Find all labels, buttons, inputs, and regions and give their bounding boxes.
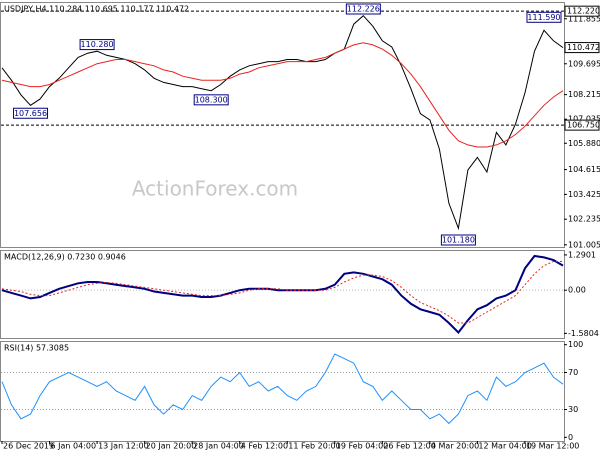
y-tick-label: -1.5804: [568, 329, 599, 338]
annotation-label: 101.180: [442, 236, 475, 245]
annotation-box: [13, 107, 49, 119]
annotation-box: [79, 39, 115, 51]
panel-frame: [0, 250, 565, 339]
x-tick-label: 20 Jan 20:00: [146, 442, 197, 450]
level-box: [564, 5, 600, 17]
y-tick-label: 105.880: [568, 139, 600, 148]
x-tick-label: 4 Feb 12:00: [241, 442, 288, 450]
y-tick-label: 107.035: [568, 115, 600, 124]
x-tick-label: 26 Dec 2019: [3, 442, 54, 450]
y-tick-label: 100: [568, 340, 583, 349]
x-tick-label: 6 Jan 04:00: [51, 442, 97, 450]
annotation-label: 111.590: [527, 13, 560, 22]
last-price-label: 110.472: [567, 43, 600, 52]
x-tick-label: 19 Mar 12:00: [526, 442, 579, 450]
y-tick-label: 1.2901: [568, 250, 596, 259]
last-price-box: [564, 42, 600, 54]
x-tick-label: 19 Feb 04:00: [336, 442, 388, 450]
y-tick-label: 111.855: [568, 14, 600, 23]
annotation-box: [440, 234, 476, 246]
y-tick-label: 101.005: [568, 240, 600, 249]
y-tick-label: 104.615: [568, 165, 600, 174]
annotation-label: 107.656: [14, 109, 47, 118]
annotation-box: [193, 94, 229, 106]
annotation-label: 112.226: [347, 5, 380, 14]
x-tick-label: 26 Feb 12:00: [383, 442, 435, 450]
series-line: [1, 261, 563, 324]
annotation-box: [345, 3, 381, 15]
annotation-label: 110.280: [81, 40, 114, 49]
x-tick-label: 13 Jan 12:00: [98, 442, 149, 450]
panel-title: USDJPY,H4 110.284 110.695 110.177 110.47…: [4, 5, 189, 14]
level-label: 106.750: [567, 121, 600, 130]
series-line: [1, 353, 564, 425]
y-tick-label: 70: [568, 368, 578, 377]
panel-title: RSI(14) 57.3085: [4, 344, 69, 353]
panel-title: MACD(12,26,9) 0.7230 0.9046: [4, 253, 126, 262]
annotation-box: [526, 11, 562, 23]
y-tick-label: 108.215: [568, 90, 600, 99]
y-tick-label: 30: [568, 405, 578, 414]
series-line: [1, 254, 564, 335]
y-tick-label: 102.235: [568, 215, 600, 224]
panel-frame: [0, 341, 565, 442]
y-tick-label: 109.695: [568, 59, 600, 68]
y-tick-label: 0.00: [568, 286, 586, 295]
watermark: ActionForex.com: [132, 177, 298, 201]
x-tick-label: 4 Mar 20:00: [431, 442, 479, 450]
y-tick-label: 0: [568, 433, 573, 442]
series-line: [1, 42, 564, 148]
level-box: [564, 119, 600, 131]
x-tick-label: 11 Feb 20:00: [288, 442, 340, 450]
x-tick-label: 28 Jan 04:00: [193, 442, 244, 450]
annotation-label: 108.300: [195, 95, 228, 104]
y-tick-label: 103.425: [568, 190, 600, 199]
level-label: 112.220: [567, 7, 600, 16]
x-tick-label: 12 Mar 04:00: [478, 442, 531, 450]
series-line: [1, 14, 564, 231]
